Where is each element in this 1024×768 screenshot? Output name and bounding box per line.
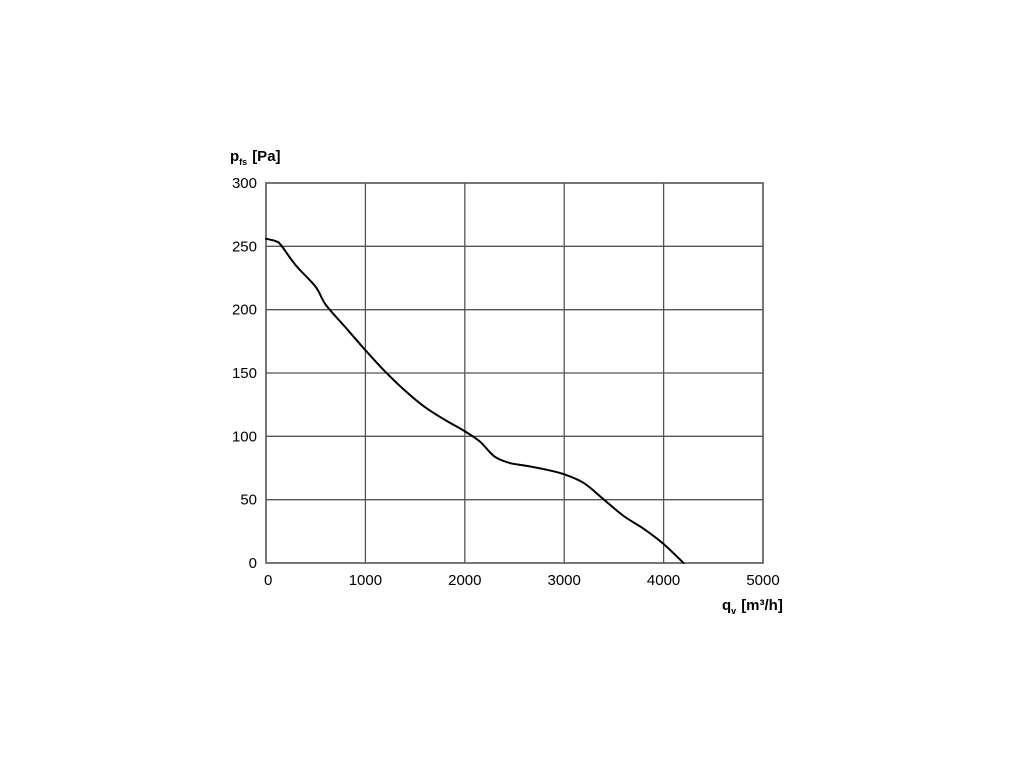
x-axis-title: qv [m³/h] — [722, 597, 783, 616]
y-axis-title: pfs [Pa] — [230, 148, 281, 167]
x-tick-label-3: 3000 — [548, 572, 581, 589]
series-line-0 — [265, 237, 685, 564]
y-tick-label-5: 250 — [232, 238, 257, 255]
y-tick-label-4: 200 — [232, 302, 257, 319]
y-tick-labels: 0 50 100 150 200 250 300 — [232, 175, 257, 572]
y-tick-label-0: 0 — [249, 555, 257, 572]
x-tick-label-5: 5000 — [746, 572, 779, 589]
x-tick-label-2: 2000 — [448, 572, 481, 589]
plot-frame — [265, 182, 764, 564]
x-axis-unit: [m³/h] — [741, 597, 783, 614]
y-tick-label-3: 150 — [232, 365, 257, 382]
x-tick-label-1: 1000 — [349, 572, 382, 589]
x-tick-labels: 0 1000 2000 3000 4000 5000 — [264, 572, 780, 589]
y-axis-unit: [Pa] — [252, 148, 280, 165]
y-axis-subscript: fs — [239, 157, 247, 167]
x-axis-symbol: q — [722, 597, 731, 614]
series-layer — [265, 237, 685, 564]
x-tick-label-4: 4000 — [647, 572, 680, 589]
grid — [266, 183, 763, 563]
x-tick-label-0: 0 — [264, 572, 272, 589]
y-tick-label-1: 50 — [240, 492, 257, 509]
y-axis-symbol: p — [230, 148, 239, 165]
x-axis-subscript: v — [731, 606, 736, 616]
y-tick-label-6: 300 — [232, 175, 257, 192]
y-tick-label-2: 100 — [232, 428, 257, 445]
